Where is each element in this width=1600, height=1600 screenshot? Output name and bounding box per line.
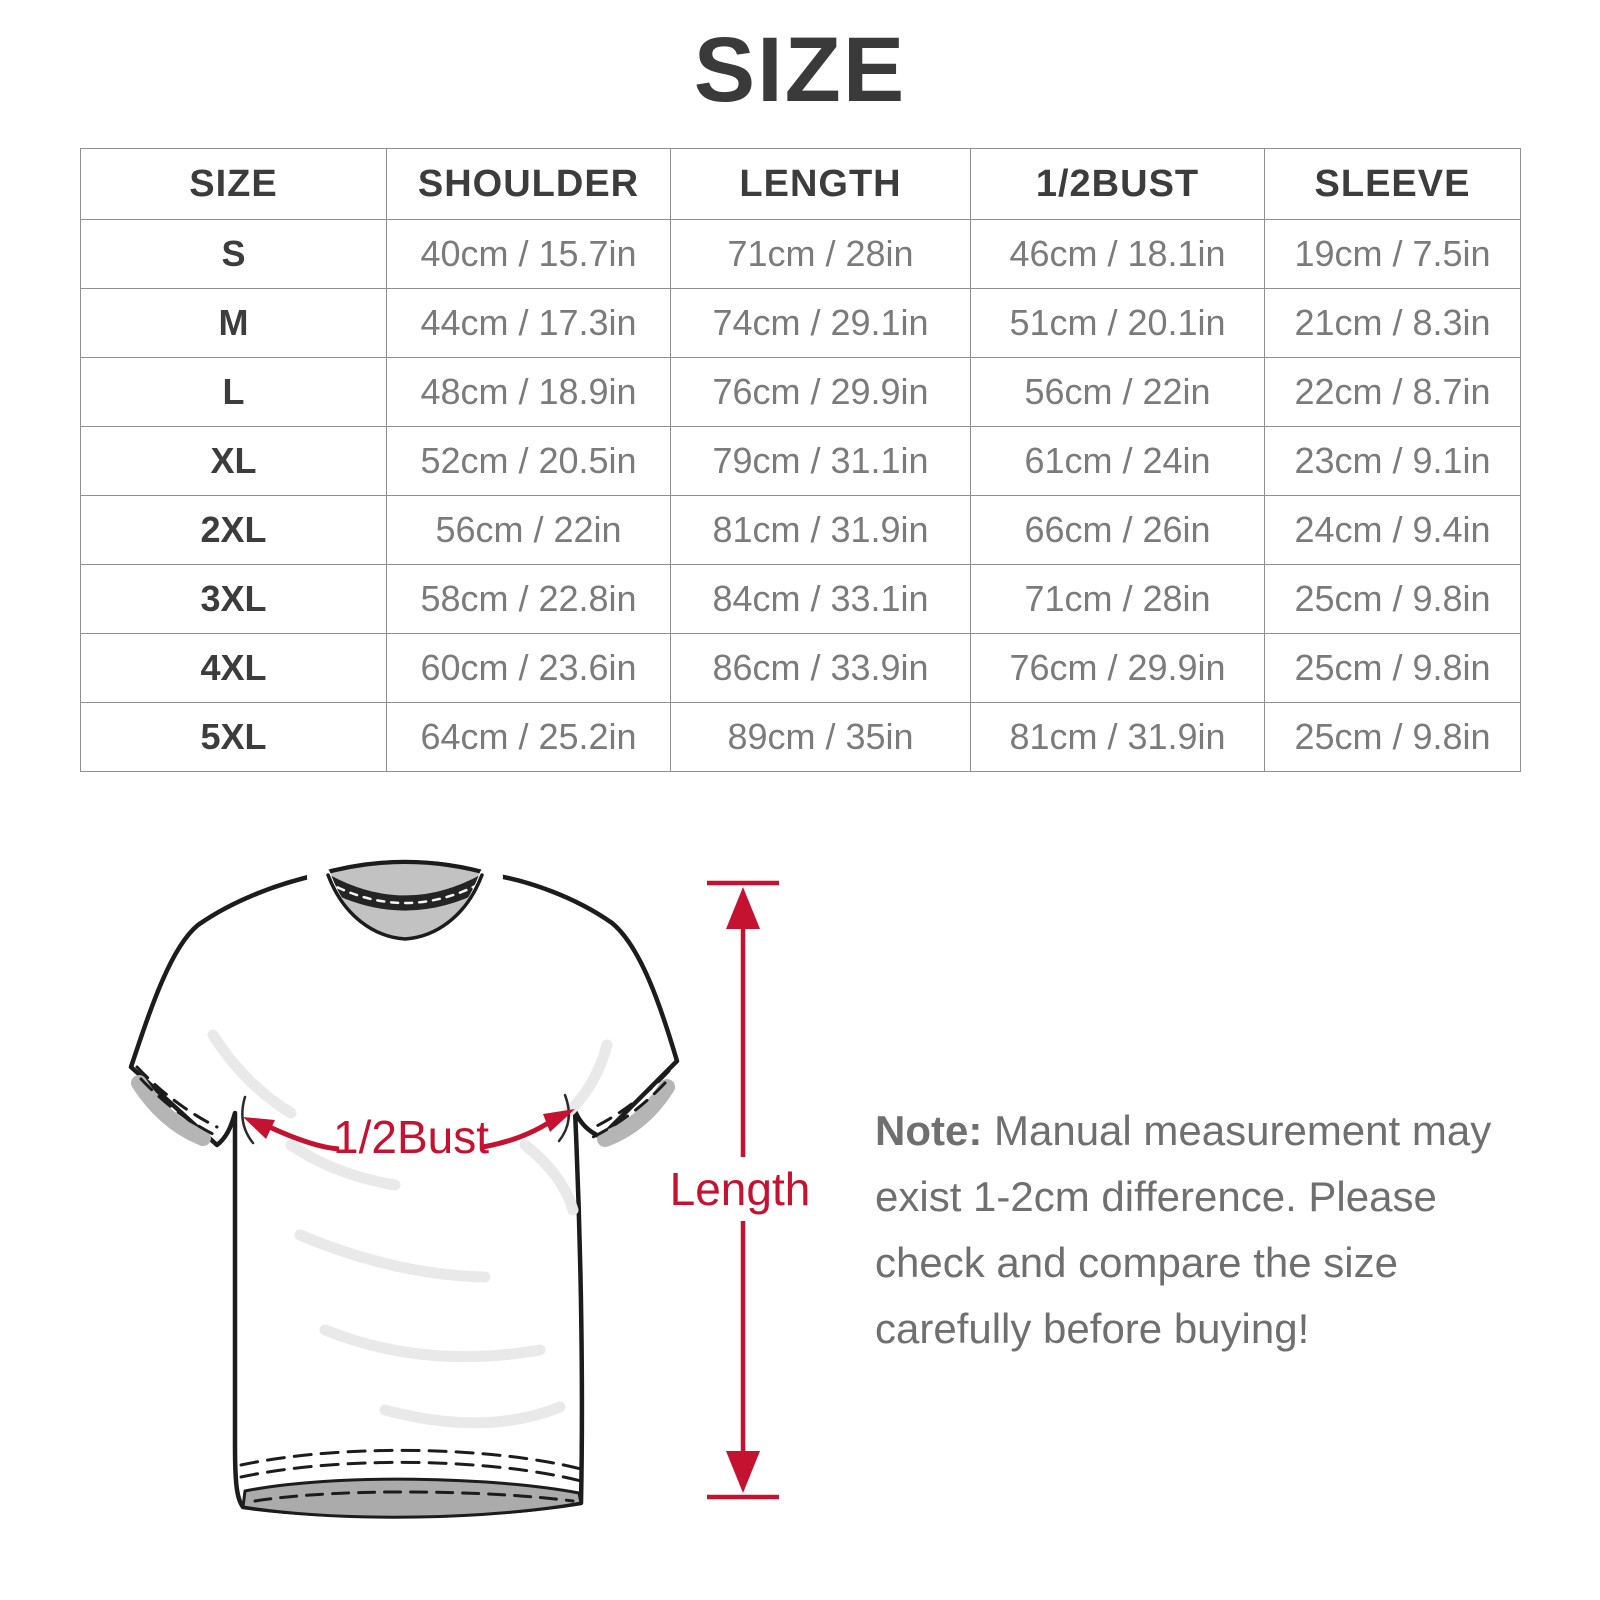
collar-back-stitch bbox=[323, 879, 487, 905]
page-title: SIZE bbox=[693, 19, 907, 121]
halfbust-cell: 81cm / 31.9in bbox=[970, 702, 1265, 772]
hem-stitch bbox=[239, 1448, 583, 1483]
sleeve-cell: 25cm / 9.8in bbox=[1264, 564, 1521, 634]
column-header-length: LENGTH bbox=[670, 148, 971, 220]
tshirt-illustration bbox=[128, 859, 680, 1519]
column-header-halfbust: 1/2BUST bbox=[970, 148, 1265, 220]
note-label: Note: bbox=[875, 1107, 983, 1154]
table-row: 3XL 58cm / 22.8in 84cm / 33.1in 71cm / 2… bbox=[80, 564, 1521, 634]
size-cell: L bbox=[80, 357, 387, 427]
length-label: Length bbox=[670, 1163, 810, 1215]
half-bust-arrowhead-left bbox=[243, 1117, 275, 1139]
sleeve-cell: 22cm / 8.7in bbox=[1264, 357, 1521, 427]
left-cuff-shade bbox=[131, 1075, 211, 1146]
table-row: L 48cm / 18.9in 76cm / 29.9in 56cm / 22i… bbox=[80, 357, 1521, 427]
length-cell: 76cm / 29.9in bbox=[670, 357, 971, 427]
sleeve-cell: 23cm / 9.1in bbox=[1264, 426, 1521, 496]
table-row: 2XL 56cm / 22in 81cm / 31.9in 66cm / 26i… bbox=[80, 495, 1521, 565]
sleeve-cell: 24cm / 9.4in bbox=[1264, 495, 1521, 565]
column-header-size: SIZE bbox=[80, 148, 387, 220]
hem-band-stitch bbox=[253, 1490, 575, 1503]
sleeve-cell: 25cm / 9.8in bbox=[1264, 702, 1521, 772]
measurement-annotations: 1/2Bust Length bbox=[243, 880, 810, 1500]
length-cell: 71cm / 28in bbox=[670, 219, 971, 289]
shoulder-cell: 56cm / 22in bbox=[386, 495, 671, 565]
halfbust-cell: 51cm / 20.1in bbox=[970, 288, 1265, 358]
shoulder-cell: 64cm / 25.2in bbox=[386, 702, 671, 772]
collar-rib-band bbox=[307, 865, 503, 963]
length-arrowhead-bottom bbox=[726, 1451, 760, 1493]
halfbust-cell: 71cm / 28in bbox=[970, 564, 1265, 634]
table-row: 4XL 60cm / 23.6in 86cm / 33.9in 76cm / 2… bbox=[80, 633, 1521, 703]
shoulder-cell: 52cm / 20.5in bbox=[386, 426, 671, 496]
length-cell: 79cm / 31.1in bbox=[670, 426, 971, 496]
sleeve-cell: 21cm / 8.3in bbox=[1264, 288, 1521, 358]
table-row: S 40cm / 15.7in 71cm / 28in 46cm / 18.1i… bbox=[80, 219, 1521, 289]
table-header-row: SIZE SHOULDER LENGTH 1/2BUST SLEEVE bbox=[80, 148, 1521, 220]
length-arrow bbox=[707, 880, 779, 1500]
tshirt-measurement-diagram: 1/2Bust Length bbox=[128, 859, 810, 1519]
note-body: Manual measurement may exist 1-2cm diffe… bbox=[875, 1107, 1492, 1352]
collar-rib-inner-edge bbox=[326, 873, 484, 941]
shoulder-cell: 58cm / 22.8in bbox=[386, 564, 671, 634]
size-cell: M bbox=[80, 288, 387, 358]
hem-band bbox=[241, 1477, 583, 1519]
length-cell: 74cm / 29.1in bbox=[670, 288, 971, 358]
length-cell: 86cm / 33.9in bbox=[670, 633, 971, 703]
halfbust-cell: 61cm / 24in bbox=[970, 426, 1265, 496]
halfbust-cell: 76cm / 29.9in bbox=[970, 633, 1265, 703]
size-cell: 5XL bbox=[80, 702, 387, 772]
half-bust-label: 1/2Bust bbox=[333, 1111, 489, 1163]
size-cell: 3XL bbox=[80, 564, 387, 634]
shoulder-cell: 60cm / 23.6in bbox=[386, 633, 671, 703]
left-cuff-stitch bbox=[135, 1065, 221, 1139]
length-arrowhead-top bbox=[726, 887, 760, 929]
armpit-creases bbox=[241, 1093, 571, 1145]
size-table: SIZE SHOULDER LENGTH 1/2BUST SLEEVE S 40… bbox=[80, 148, 1521, 772]
length-cell: 84cm / 33.1in bbox=[670, 564, 971, 634]
right-cuff-stitch bbox=[587, 1069, 671, 1141]
shoulder-cell: 40cm / 15.7in bbox=[386, 219, 671, 289]
halfbust-cell: 46cm / 18.1in bbox=[970, 219, 1265, 289]
half-bust-arrowhead-right bbox=[543, 1109, 575, 1132]
length-cell: 81cm / 31.9in bbox=[670, 495, 971, 565]
length-cell: 89cm / 35in bbox=[670, 702, 971, 772]
size-cell: XL bbox=[80, 426, 387, 496]
halfbust-cell: 66cm / 26in bbox=[970, 495, 1265, 565]
sleeve-cell: 25cm / 9.8in bbox=[1264, 633, 1521, 703]
size-cell: S bbox=[80, 219, 387, 289]
table-row: M 44cm / 17.3in 74cm / 29.1in 51cm / 20.… bbox=[80, 288, 1521, 358]
size-cell: 4XL bbox=[80, 633, 387, 703]
halfbust-cell: 56cm / 22in bbox=[970, 357, 1265, 427]
shoulder-cell: 44cm / 17.3in bbox=[386, 288, 671, 358]
column-header-sleeve: SLEEVE bbox=[1264, 148, 1521, 220]
right-cuff-shade bbox=[597, 1079, 675, 1147]
size-cell: 2XL bbox=[80, 495, 387, 565]
shoulder-cell: 48cm / 18.9in bbox=[386, 357, 671, 427]
table-row: XL 52cm / 20.5in 79cm / 31.1in 61cm / 24… bbox=[80, 426, 1521, 496]
column-header-shoulder: SHOULDER bbox=[386, 148, 671, 220]
sleeve-cell: 19cm / 7.5in bbox=[1264, 219, 1521, 289]
table-row: 5XL 64cm / 25.2in 89cm / 35in 81cm / 31.… bbox=[80, 702, 1521, 772]
note-text: Note: Manual measurement may exist 1-2cm… bbox=[875, 1098, 1520, 1362]
